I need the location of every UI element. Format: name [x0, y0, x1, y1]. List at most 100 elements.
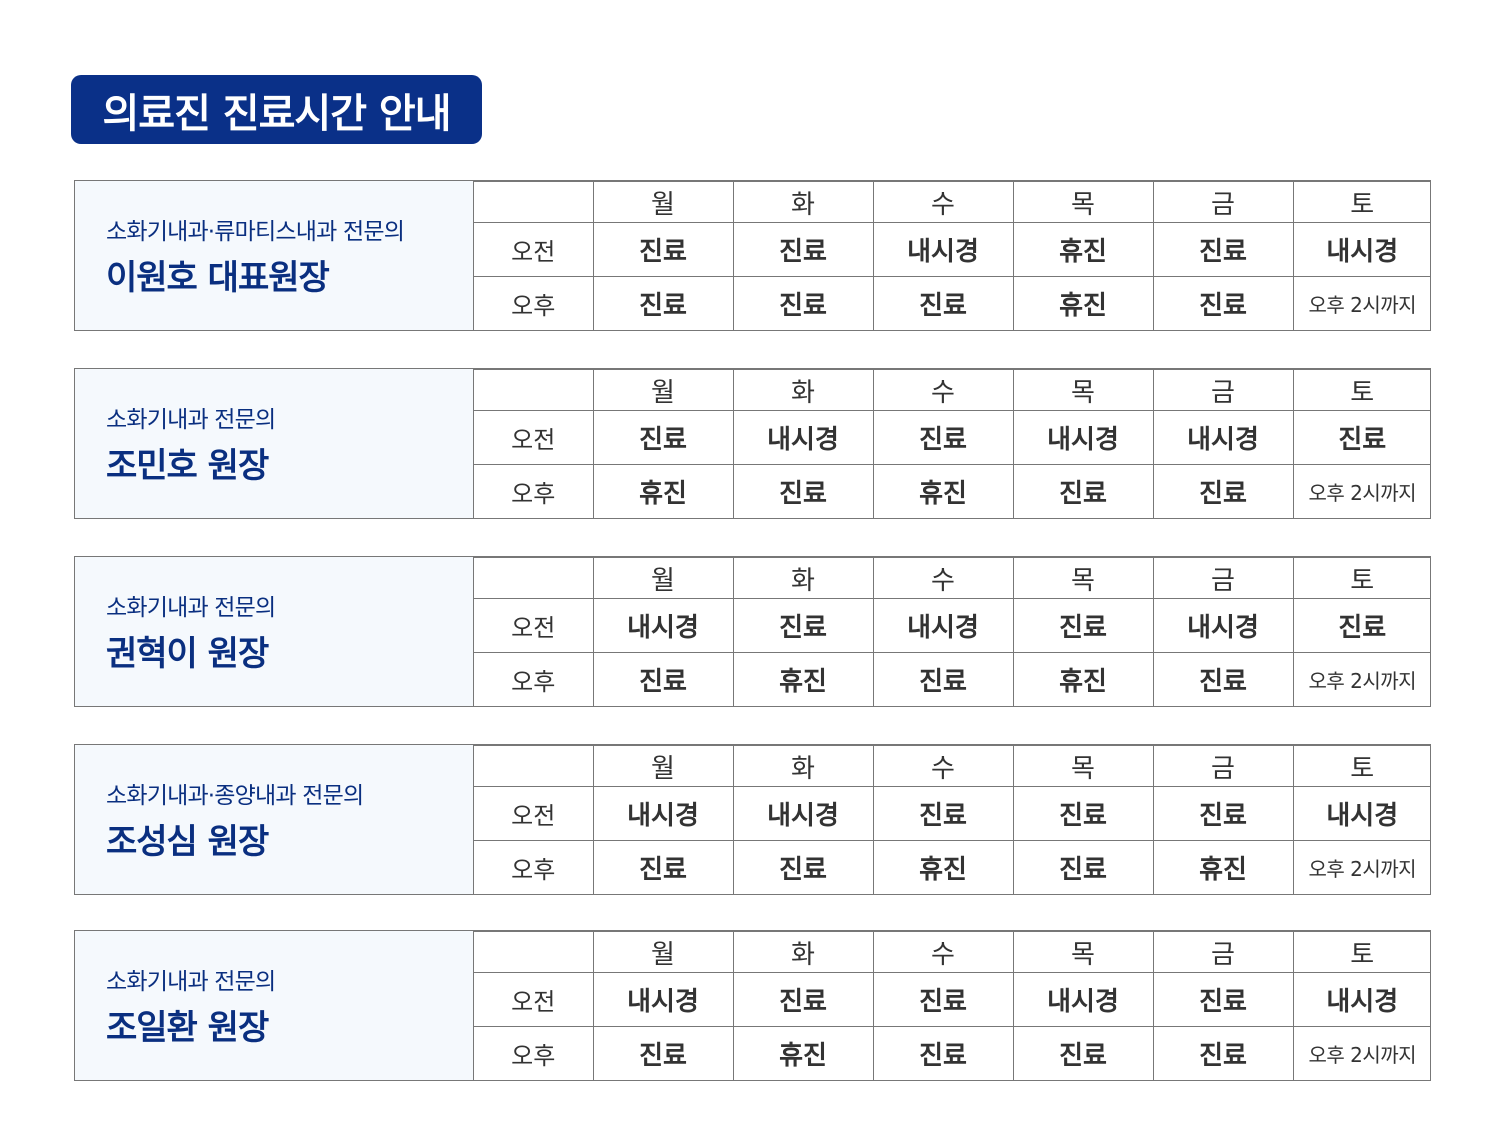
schedule-cell: 휴진 [1012, 652, 1153, 706]
header-blank-cell [474, 369, 593, 411]
schedule-cell: 진료 [872, 276, 1013, 330]
doctor-info: 소화기내과·종양내과 전문의 조성심 원장 [75, 745, 474, 894]
header-blank-cell [474, 557, 593, 599]
schedule-cell: 내시경 [592, 972, 733, 1027]
schedule-table: 월 화 수 목 금 토 오전 내시경 진료 내시경 진료 내시경 진료 오후 진료 휴진 진료 휴진 진료 오후 2시… [474, 557, 1431, 706]
header-blank-cell [474, 745, 593, 787]
schedule-cell: 진료 [872, 652, 1013, 706]
schedule-cell: 진료 [592, 276, 733, 330]
period-label-am: 오전 [474, 786, 593, 841]
schedule-cell: 진료 [872, 786, 1013, 841]
schedule-table: 월 화 수 목 금 토 오전 내시경 내시경 진료 진료 진료 내시경 오후 진료 진료 휴진 진료 휴진 오후 2시… [474, 745, 1431, 894]
day-header: 화 [732, 557, 873, 599]
doctor-name: 조일환 원장 [106, 1008, 269, 1048]
schedule-cell: 내시경 [592, 598, 733, 653]
doctor-schedule-block: 소화기내과·종양내과 전문의 조성심 원장 월 화 수 목 금 토 오전 내시경 내시경 진료 진료 진료… [74, 744, 1431, 895]
schedule-cell: 진료 [1152, 222, 1293, 277]
header-blank-cell [474, 931, 593, 973]
period-label-pm: 오후 [474, 276, 593, 330]
day-header: 금 [1152, 557, 1293, 599]
schedule-cell: 진료 [1152, 464, 1293, 518]
doctor-name: 조성심 원장 [106, 822, 269, 862]
schedule-cell: 내시경 [592, 786, 733, 841]
doctor-name: 권혁이 원장 [106, 634, 269, 674]
schedule-cell: 오후 2시까지 [1292, 652, 1431, 706]
day-header: 월 [592, 745, 733, 787]
schedule-cell: 휴진 [732, 1026, 873, 1080]
day-header: 토 [1292, 931, 1431, 973]
schedule-cell: 내시경 [1012, 410, 1153, 465]
schedule-cell: 오후 2시까지 [1292, 840, 1431, 894]
schedule-cell: 오후 2시까지 [1292, 276, 1431, 330]
day-header: 수 [872, 181, 1013, 223]
schedule-cell: 진료 [592, 652, 733, 706]
day-header: 월 [592, 557, 733, 599]
schedule-cell: 휴진 [1012, 222, 1153, 277]
schedule-cell: 휴진 [592, 464, 733, 518]
day-header: 수 [872, 931, 1013, 973]
day-header: 토 [1292, 745, 1431, 787]
schedule-cell: 진료 [1152, 972, 1293, 1027]
schedule-cell: 내시경 [732, 786, 873, 841]
period-label-am: 오전 [474, 410, 593, 465]
schedule-cell: 내시경 [872, 598, 1013, 653]
schedule-cell: 내시경 [1292, 222, 1431, 277]
schedule-cell: 내시경 [1292, 972, 1431, 1027]
day-header: 금 [1152, 931, 1293, 973]
schedule-cell: 오후 2시까지 [1292, 1026, 1431, 1080]
page-title: 의료진 진료시간 안내 [71, 75, 482, 144]
day-header: 목 [1012, 369, 1153, 411]
period-label-am: 오전 [474, 222, 593, 277]
schedule-cell: 휴진 [1152, 840, 1293, 894]
schedule-cell: 진료 [592, 1026, 733, 1080]
schedule-cell: 내시경 [872, 222, 1013, 277]
schedule-cell: 진료 [1012, 840, 1153, 894]
schedule-cell: 진료 [1292, 598, 1431, 653]
schedule-cell: 진료 [1152, 652, 1293, 706]
period-label-pm: 오후 [474, 1026, 593, 1080]
schedule-cell: 진료 [872, 972, 1013, 1027]
schedule-cell: 진료 [592, 222, 733, 277]
schedule-cell: 내시경 [732, 410, 873, 465]
doctor-department: 소화기내과 전문의 [106, 407, 276, 433]
period-label-am: 오전 [474, 972, 593, 1027]
schedule-cell: 진료 [1012, 1026, 1153, 1080]
doctor-department: 소화기내과 전문의 [106, 595, 276, 621]
period-label-pm: 오후 [474, 652, 593, 706]
schedule-cell: 진료 [732, 276, 873, 330]
doctor-department: 소화기내과 전문의 [106, 969, 276, 995]
schedule-cell: 진료 [1012, 786, 1153, 841]
schedule-table: 월 화 수 목 금 토 오전 진료 내시경 진료 내시경 내시경 진료 오후 휴진 진료 휴진 진료 진료 오후 2시… [474, 369, 1431, 518]
day-header: 월 [592, 931, 733, 973]
day-header: 월 [592, 181, 733, 223]
doctor-name: 조민호 원장 [106, 446, 269, 486]
day-header: 목 [1012, 181, 1153, 223]
day-header: 목 [1012, 557, 1153, 599]
day-header: 화 [732, 931, 873, 973]
schedule-cell: 내시경 [1292, 786, 1431, 841]
schedule-cell: 진료 [732, 222, 873, 277]
schedule-cell: 진료 [1012, 598, 1153, 653]
schedule-cell: 진료 [1292, 410, 1431, 465]
day-header: 수 [872, 745, 1013, 787]
schedule-cell: 진료 [732, 598, 873, 653]
day-header: 금 [1152, 745, 1293, 787]
day-header: 토 [1292, 557, 1431, 599]
schedule-table: 월 화 수 목 금 토 오전 진료 진료 내시경 휴진 진료 내시경 오후 진료 진료 진료 휴진 진료 오후 2시까… [474, 181, 1431, 330]
day-header: 수 [872, 557, 1013, 599]
schedule-cell: 휴진 [1012, 276, 1153, 330]
schedule-cell: 내시경 [1152, 410, 1293, 465]
schedule-cell: 진료 [732, 972, 873, 1027]
doctor-info: 소화기내과·류마티스내과 전문의 이원호 대표원장 [75, 181, 474, 330]
schedule-table: 월 화 수 목 금 토 오전 내시경 진료 진료 내시경 진료 내시경 오후 진료 휴진 진료 진료 진료 오후 2시… [474, 931, 1431, 1080]
doctor-schedule-block: 소화기내과·류마티스내과 전문의 이원호 대표원장 월 화 수 목 금 토 오전 진료 진료 내시경 휴… [74, 180, 1431, 331]
day-header: 수 [872, 369, 1013, 411]
day-header: 금 [1152, 369, 1293, 411]
schedule-cell: 오후 2시까지 [1292, 464, 1431, 518]
schedule-cell: 진료 [1012, 464, 1153, 518]
day-header: 목 [1012, 745, 1153, 787]
header-blank-cell [474, 181, 593, 223]
